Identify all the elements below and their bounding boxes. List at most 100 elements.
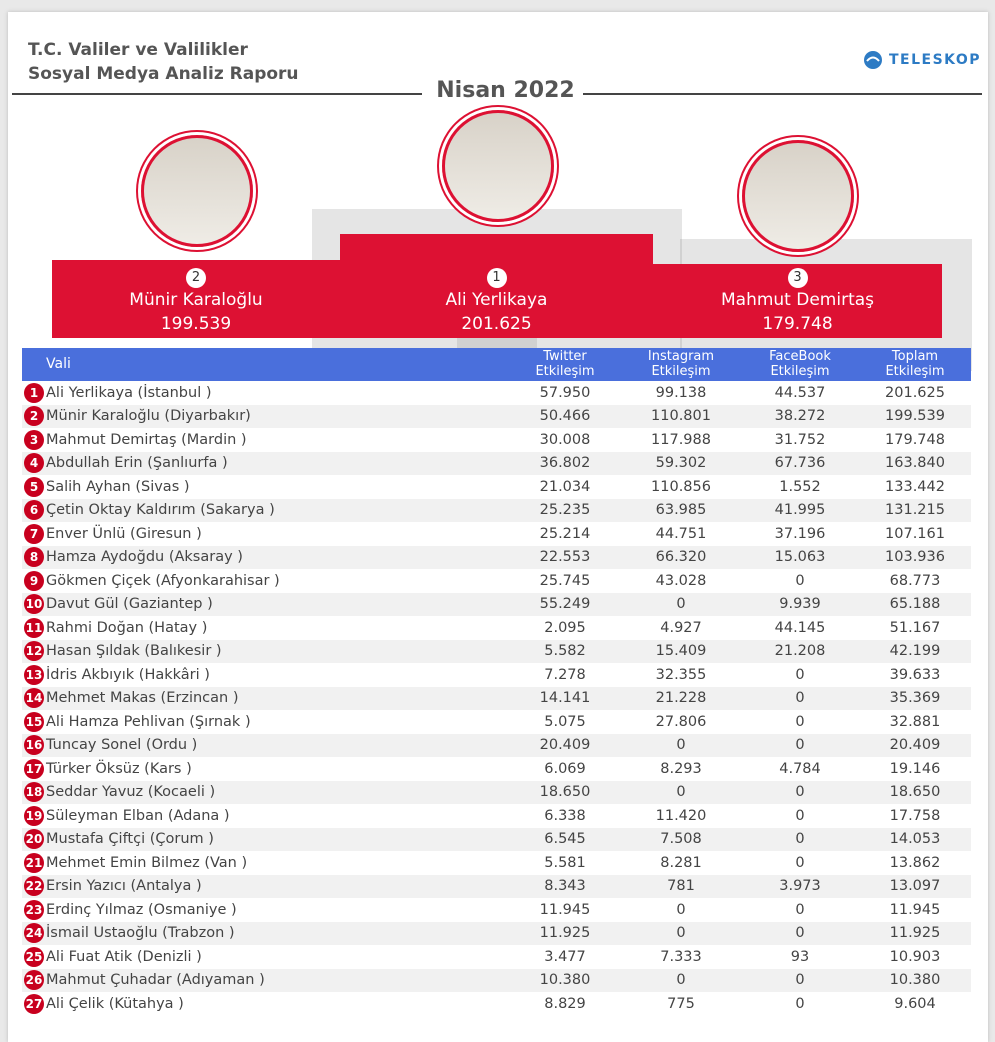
value-cell: 38.272: [774, 408, 826, 425]
value-cell: 0: [795, 713, 805, 730]
header-cell: FaceBook Etkileşim: [745, 348, 855, 379]
header-text: Etkileşim: [651, 364, 711, 379]
podium-name: Ali Yerlikaya: [445, 290, 548, 310]
value-cell: 55.249: [539, 596, 591, 613]
value-cell: 0: [795, 995, 805, 1012]
governor-name: Hasan Şıldak (Balıkesir ): [46, 643, 222, 660]
header-cell: Toplam Etkileşim: [860, 348, 970, 379]
table-row: 19 Süleyman Elban (Adana ) 6.338 11.420 0 17.…: [22, 804, 971, 828]
value-cell: 107.161: [885, 525, 945, 542]
rank-badge: 20: [24, 829, 44, 850]
governor-name: Süleyman Elban (Adana ): [46, 807, 230, 824]
logo: TELESKOP: [863, 50, 981, 70]
governor-name: Çetin Oktay Kaldırım (Sakarya ): [46, 502, 275, 519]
table-row: 9 Gökmen Çiçek (Afyonkarahisar ) 25.745 43.…: [22, 569, 971, 593]
governor-name: Abdullah Erin (Şanlıurfa ): [46, 455, 228, 472]
value-cell: 15.409: [655, 643, 707, 660]
value-cell: 43.028: [655, 572, 707, 589]
rank-badge: 2: [24, 406, 44, 427]
value-cell: 11.945: [539, 901, 591, 918]
value-cell: 4.784: [779, 760, 821, 777]
table-row: 1 Ali Yerlikaya (İstanbul ) 57.950 99.138 44…: [22, 381, 971, 405]
podium-box: 1 Ali Yerlikaya 201.625: [340, 234, 653, 338]
table-row: 25 Ali Fuat Atik (Denizli ) 3.477 7.333 93 10…: [22, 945, 971, 969]
governor-name: Ersin Yazıcı (Antalya ): [46, 878, 202, 895]
value-cell: 44.751: [655, 525, 707, 542]
period: Nisan 2022: [428, 78, 583, 103]
value-cell: 15.063: [774, 549, 826, 566]
governor-name: Ali Çelik (Kütahya ): [46, 995, 184, 1012]
governor-name: Gökmen Çiçek (Afyonkarahisar ): [46, 572, 280, 589]
podium-name: Münir Karaloğlu: [129, 290, 263, 310]
value-cell: 0: [795, 572, 805, 589]
podium-rank: 1: [486, 268, 507, 288]
governor-name: Ali Fuat Atik (Denizli ): [46, 948, 202, 965]
rank-badge: 7: [24, 523, 44, 544]
value-cell: 18.650: [889, 784, 941, 801]
table-row: 20 Mustafa Çiftçi (Çorum ) 6.545 7.508 0 14.0…: [22, 827, 971, 851]
value-cell: 19.146: [889, 760, 941, 777]
rank-badge: 17: [24, 758, 44, 779]
podium-rank: 3: [787, 268, 808, 288]
rank-badge: 22: [24, 876, 44, 897]
rank-badge: 23: [24, 899, 44, 920]
value-cell: 199.539: [885, 408, 945, 425]
rank-badge: 5: [24, 476, 44, 497]
value-cell: 25.745: [539, 572, 591, 589]
rank-badge: 26: [24, 970, 44, 991]
header-text: Twitter: [543, 349, 587, 364]
governor-name: Mahmut Demirtaş (Mardin ): [46, 431, 247, 448]
value-cell: 36.802: [539, 455, 591, 472]
value-cell: 11.925: [539, 925, 591, 942]
value-cell: 59.302: [655, 455, 707, 472]
value-cell: 0: [795, 925, 805, 942]
photo: [141, 135, 253, 247]
value-cell: 7.333: [660, 948, 702, 965]
rank-badge: 16: [24, 735, 44, 756]
value-cell: 18.650: [539, 784, 591, 801]
value-cell: 8.281: [660, 854, 702, 871]
value-cell: 110.856: [651, 478, 711, 495]
value-cell: 11.945: [889, 901, 941, 918]
rank-badge: 10: [24, 594, 44, 615]
value-cell: 6.338: [544, 807, 586, 824]
value-cell: 11.925: [889, 925, 941, 942]
value-cell: 68.773: [889, 572, 941, 589]
value-cell: 21.208: [774, 643, 826, 660]
table-row: 17 Türker Öksüz (Kars ) 6.069 8.293 4.784 19.…: [22, 757, 971, 781]
governor-name: Enver Ünlü (Giresun ): [46, 525, 202, 542]
value-cell: 3.973: [779, 878, 821, 895]
table-row: 23 Erdinç Yılmaz (Osmaniye ) 11.945 0 0 11.94…: [22, 898, 971, 922]
divider: [12, 93, 422, 95]
value-cell: 117.988: [651, 431, 711, 448]
value-cell: 775: [667, 995, 695, 1012]
rank-badge: 14: [24, 688, 44, 709]
table-header: Vali Twitter Etkileşim Instagram Etkileşim Fa…: [22, 348, 971, 381]
photo: [742, 140, 854, 252]
value-cell: 99.138: [655, 384, 707, 401]
value-cell: 0: [795, 737, 805, 754]
rank-badge: 19: [24, 805, 44, 826]
governor-name: Mahmut Çuhadar (Adıyaman ): [46, 972, 265, 989]
value-cell: 37.196: [774, 525, 826, 542]
value-cell: 22.553: [539, 549, 591, 566]
table-row: 5 Salih Ayhan (Sivas ) 21.034 110.856 1.552 1…: [22, 475, 971, 499]
table-row: 14 Mehmet Makas (Erzincan ) 14.141 21.228 0 3…: [22, 686, 971, 710]
value-cell: 5.075: [544, 713, 586, 730]
table-row: 8 Hamza Aydoğdu (Aksaray ) 22.553 66.320 15.…: [22, 545, 971, 569]
governor-name: Mehmet Emin Bilmez (Van ): [46, 854, 248, 871]
podium-name: Mahmut Demirtaş: [720, 290, 875, 310]
value-cell: 1.552: [779, 478, 821, 495]
header-text: Vali: [46, 356, 71, 372]
rank-badge: 27: [24, 993, 44, 1014]
value-cell: 8.343: [544, 878, 586, 895]
podium-score: 199.539: [160, 314, 232, 334]
value-cell: 0: [795, 854, 805, 871]
header-cell: Twitter Etkileşim: [510, 348, 620, 379]
governor-name: Ali Yerlikaya (İstanbul ): [46, 384, 212, 401]
header-text: Etkileşim: [885, 364, 945, 379]
value-cell: 10.380: [539, 972, 591, 989]
header-text: Etkileşim: [770, 364, 830, 379]
value-cell: 10.380: [889, 972, 941, 989]
